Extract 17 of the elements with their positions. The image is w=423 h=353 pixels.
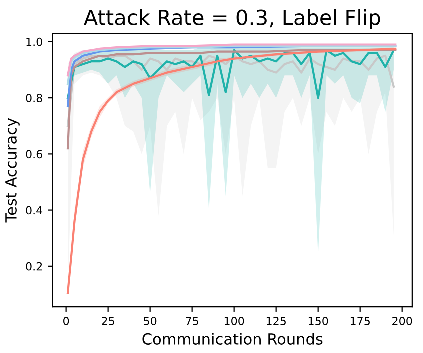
y-axis-title: Test Accuracy bbox=[6, 118, 20, 223]
x-tick-label: 100 bbox=[224, 317, 244, 326]
x-tick-label: 0 bbox=[64, 317, 70, 326]
x-tick-label: 175 bbox=[350, 317, 370, 326]
x-tick-label: 125 bbox=[266, 317, 286, 326]
y-tick-label: 0.2 bbox=[26, 262, 42, 271]
y-tick-label: 1.0 bbox=[26, 38, 42, 46]
y-tick-label: 0.6 bbox=[26, 150, 42, 159]
y-tick-label: 0.4 bbox=[26, 206, 43, 215]
x-axis-title: Communication Rounds bbox=[142, 333, 323, 345]
x-tick-label: 50 bbox=[144, 317, 157, 326]
x-tick-label: 150 bbox=[308, 317, 328, 326]
chart-title: Attack Rate = 0.3, Label Flip bbox=[84, 9, 380, 30]
x-tick-label: 75 bbox=[186, 317, 198, 326]
y-tick-label: 0.8 bbox=[26, 94, 42, 102]
x-tick-label: 200 bbox=[392, 317, 412, 326]
x-tick-label: 25 bbox=[102, 317, 114, 326]
